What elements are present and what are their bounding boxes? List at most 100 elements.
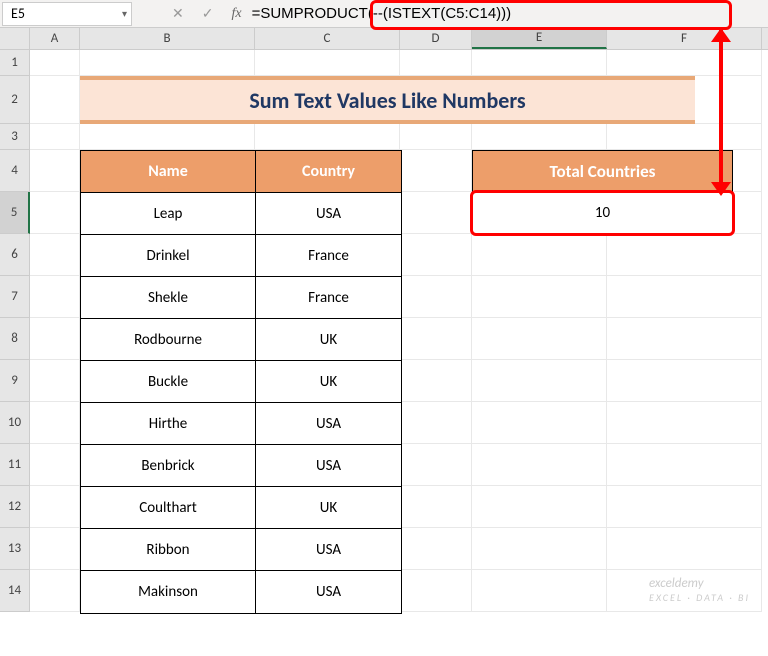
cancel-icon[interactable]: ✕	[172, 5, 184, 22]
row-header-3[interactable]: 3	[0, 124, 30, 150]
cell-country[interactable]: USA	[256, 193, 401, 235]
row-header-12[interactable]: 12	[0, 486, 30, 528]
cell-name[interactable]: Makinson	[81, 571, 256, 613]
cell-name[interactable]: Benbrick	[81, 445, 256, 487]
row-header-5[interactable]: 5	[0, 192, 30, 234]
cell[interactable]	[30, 76, 80, 124]
cell[interactable]	[472, 276, 607, 318]
cell-country[interactable]: France	[256, 277, 401, 319]
cell[interactable]	[472, 444, 607, 486]
cell[interactable]	[400, 192, 472, 234]
row-header-1[interactable]: 1	[0, 50, 30, 76]
cell-country[interactable]: USA	[256, 529, 401, 571]
cell[interactable]	[30, 402, 80, 444]
cell-country[interactable]: UK	[256, 361, 401, 403]
col-header-c[interactable]: C	[255, 28, 400, 49]
cell[interactable]	[607, 570, 762, 612]
cell[interactable]	[400, 528, 472, 570]
cell[interactable]	[472, 234, 607, 276]
cell[interactable]	[607, 402, 762, 444]
cell[interactable]	[30, 570, 80, 612]
cell[interactable]	[30, 486, 80, 528]
cell[interactable]	[400, 150, 472, 192]
cell[interactable]	[607, 486, 762, 528]
cell[interactable]	[400, 402, 472, 444]
fx-icon[interactable]: fx	[231, 6, 241, 22]
cell-country[interactable]: USA	[256, 571, 401, 613]
cell-name[interactable]: Leap	[81, 193, 256, 235]
cell[interactable]	[472, 486, 607, 528]
cell-name[interactable]: Drinkel	[81, 235, 256, 277]
col-header-b[interactable]: B	[80, 28, 255, 49]
cell[interactable]	[30, 124, 80, 150]
row-header-14[interactable]: 14	[0, 570, 30, 612]
cell[interactable]	[472, 50, 607, 76]
col-header-f[interactable]: F	[607, 28, 762, 49]
cell-name[interactable]: Coulthart	[81, 487, 256, 529]
row-header-11[interactable]: 11	[0, 444, 30, 486]
cell-country[interactable]: UK	[256, 487, 401, 529]
cell[interactable]	[400, 124, 472, 150]
cell[interactable]	[400, 50, 472, 76]
row-header-10[interactable]: 10	[0, 402, 30, 444]
cell-country[interactable]: UK	[256, 319, 401, 361]
cell-country[interactable]: USA	[256, 445, 401, 487]
cell-name[interactable]: Rodbourne	[81, 319, 256, 361]
row-header-4[interactable]: 4	[0, 150, 30, 192]
col-header-d[interactable]: D	[400, 28, 472, 49]
cell[interactable]	[607, 444, 762, 486]
row-header-8[interactable]: 8	[0, 318, 30, 360]
cell[interactable]	[472, 360, 607, 402]
row-header-13[interactable]: 13	[0, 528, 30, 570]
select-all-corner[interactable]	[0, 28, 30, 49]
cell[interactable]	[30, 234, 80, 276]
cell[interactable]	[472, 570, 607, 612]
cell[interactable]	[30, 528, 80, 570]
cell[interactable]	[30, 318, 80, 360]
cell[interactable]	[30, 444, 80, 486]
cell[interactable]	[80, 50, 255, 76]
row-header-7[interactable]: 7	[0, 276, 30, 318]
row-header-9[interactable]: 9	[0, 360, 30, 402]
cell[interactable]	[30, 50, 80, 76]
cell-country[interactable]: USA	[256, 403, 401, 445]
cell[interactable]	[607, 318, 762, 360]
cell[interactable]	[607, 528, 762, 570]
row-header-2[interactable]: 2	[0, 76, 30, 124]
cell[interactable]	[472, 528, 607, 570]
cell[interactable]	[472, 124, 607, 150]
name-box[interactable]: E5 ▾	[2, 2, 132, 26]
cell[interactable]	[607, 360, 762, 402]
cell[interactable]	[30, 192, 80, 234]
cell[interactable]	[400, 318, 472, 360]
cell[interactable]	[30, 150, 80, 192]
cell[interactable]	[400, 444, 472, 486]
name-box-dropdown-icon[interactable]: ▾	[122, 7, 127, 20]
cell[interactable]	[30, 360, 80, 402]
formula-input[interactable]	[248, 2, 768, 26]
cell[interactable]	[255, 50, 400, 76]
cell-name[interactable]: Buckle	[81, 361, 256, 403]
cell[interactable]	[472, 402, 607, 444]
cell-country[interactable]: France	[256, 235, 401, 277]
cell[interactable]	[607, 276, 762, 318]
cell[interactable]	[80, 124, 255, 150]
cell[interactable]	[400, 486, 472, 528]
cell-name[interactable]: Hirthe	[81, 403, 256, 445]
cell[interactable]	[607, 50, 762, 76]
cell[interactable]	[255, 124, 400, 150]
cell-name[interactable]: Ribbon	[81, 529, 256, 571]
cell[interactable]	[472, 318, 607, 360]
cell[interactable]	[400, 360, 472, 402]
col-header-a[interactable]: A	[30, 28, 80, 49]
col-header-e[interactable]: E	[472, 28, 607, 49]
cell[interactable]	[30, 276, 80, 318]
cell[interactable]	[400, 276, 472, 318]
row-header-6[interactable]: 6	[0, 234, 30, 276]
result-cell[interactable]: 10	[472, 192, 733, 234]
cell[interactable]	[607, 124, 762, 150]
confirm-icon[interactable]: ✓	[202, 5, 214, 22]
cell[interactable]	[400, 234, 472, 276]
cell[interactable]	[607, 234, 762, 276]
cell-name[interactable]: Shekle	[81, 277, 256, 319]
